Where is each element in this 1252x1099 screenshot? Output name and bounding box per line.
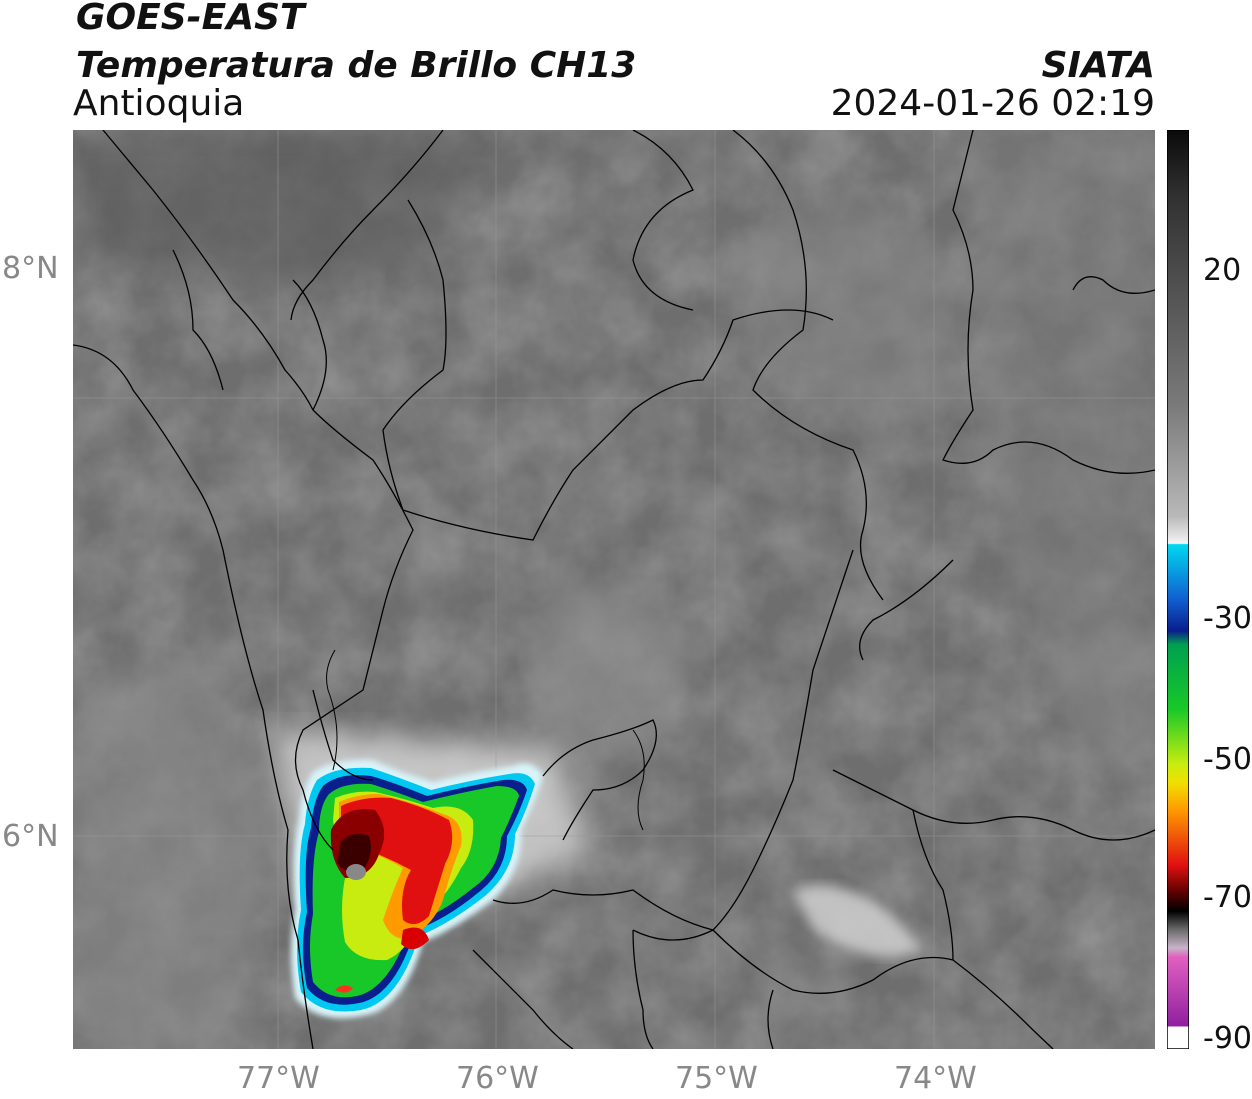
org-label: SIATA: [1041, 45, 1155, 86]
storm-cell: [291, 759, 543, 1019]
colorbar-label-minus50: -50: [1203, 742, 1252, 777]
lon-label-77w: 77°W: [237, 1061, 320, 1096]
lon-label-75w: 75°W: [675, 1061, 758, 1096]
lat-label-8n: 8°N: [2, 251, 59, 286]
map-gridlines: [73, 130, 1155, 1049]
temperature-colorbar: [1167, 130, 1189, 1049]
colorbar-label-minus90: -90: [1203, 1021, 1252, 1056]
administrative-borders: [73, 130, 1155, 1049]
title-line-1: GOES-EAST: [76, 0, 305, 38]
satellite-map: [73, 130, 1155, 1049]
lat-label-6n: 6°N: [2, 819, 59, 854]
datetime-label: 2024-01-26 02:19: [830, 83, 1155, 124]
colorbar-label-20: 20: [1203, 253, 1242, 288]
colorbar-label-minus30: -30: [1203, 601, 1252, 636]
title-line-2: Temperatura de Brillo CH13: [76, 45, 637, 86]
lon-label-76w: 76°W: [456, 1061, 539, 1096]
colorbar-label-minus70: -70: [1203, 880, 1252, 915]
lon-label-74w: 74°W: [894, 1061, 977, 1096]
region-label: Antioquia: [73, 83, 245, 124]
